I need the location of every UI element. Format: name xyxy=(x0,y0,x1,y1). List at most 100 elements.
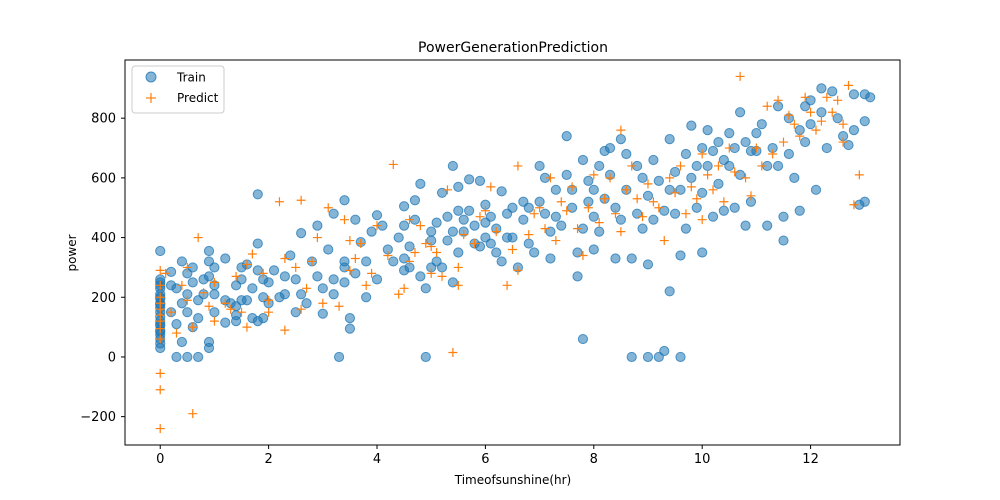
predict-point xyxy=(453,262,463,272)
train-point xyxy=(361,292,372,303)
predict-point xyxy=(280,325,290,335)
train-point xyxy=(301,298,312,309)
predict-point xyxy=(171,328,181,338)
train-point xyxy=(436,262,448,273)
train-point xyxy=(756,119,767,130)
predict-point xyxy=(350,253,360,263)
train-point xyxy=(686,172,697,183)
predict-point xyxy=(280,253,290,263)
predict-point xyxy=(247,249,257,259)
train-point xyxy=(713,178,724,189)
predict-point xyxy=(508,245,517,255)
train-point xyxy=(740,136,751,148)
y-tick-label: −200 xyxy=(80,410,116,425)
predict-point xyxy=(166,307,176,317)
predict-point xyxy=(291,262,301,272)
train-point xyxy=(567,202,578,213)
predict-point xyxy=(155,368,165,378)
train-point xyxy=(155,245,166,257)
predict-point xyxy=(833,95,843,105)
predict-point xyxy=(193,233,203,243)
train-point xyxy=(691,160,702,172)
legend-predict-label: Predict xyxy=(177,91,219,105)
train-point xyxy=(810,184,822,195)
train-point xyxy=(572,271,583,282)
train-point xyxy=(859,116,870,127)
predict-point xyxy=(410,248,420,257)
train-point xyxy=(572,247,583,258)
train-point xyxy=(550,184,561,195)
train-point xyxy=(442,235,453,246)
predict-point xyxy=(616,125,626,135)
train-point xyxy=(529,247,540,258)
train-point xyxy=(848,89,860,100)
predict-point xyxy=(654,203,664,213)
train-point xyxy=(426,226,437,237)
train-point xyxy=(328,274,339,285)
predict-point xyxy=(264,295,274,305)
train-point xyxy=(247,283,258,294)
train-point xyxy=(691,202,702,213)
predict-point xyxy=(307,256,317,266)
train-point xyxy=(561,169,572,181)
train-point xyxy=(366,226,377,237)
train-point xyxy=(805,119,816,130)
predict-point xyxy=(394,289,404,299)
predict-point xyxy=(480,206,490,216)
train-point xyxy=(751,128,762,139)
train-point xyxy=(436,187,448,198)
predict-point xyxy=(323,203,333,213)
train-point xyxy=(772,160,784,172)
predict-point xyxy=(676,161,686,171)
train-point xyxy=(583,175,594,186)
predict-point xyxy=(258,268,268,278)
x-tick-label: 10 xyxy=(694,452,711,467)
predict-point xyxy=(486,182,496,192)
predict-point xyxy=(551,236,561,246)
train-point xyxy=(176,336,188,348)
predict-point xyxy=(616,227,626,237)
predict-point xyxy=(264,307,274,317)
predict-point xyxy=(459,230,469,240)
train-point xyxy=(453,181,464,192)
predict-point xyxy=(713,161,723,171)
train-point xyxy=(518,214,529,225)
chart-title: PowerGenerationPrediction xyxy=(418,40,608,56)
train-point xyxy=(577,333,589,345)
train-point xyxy=(209,307,220,318)
train-point xyxy=(415,178,426,189)
x-axis-ticks: 0 2 4 6 8 10 12 xyxy=(156,445,819,467)
predict-point xyxy=(583,203,593,213)
train-point xyxy=(464,174,475,185)
train-point xyxy=(171,351,182,363)
train-point xyxy=(317,283,328,294)
train-point xyxy=(220,317,231,328)
y-tick-label: 400 xyxy=(91,231,116,246)
train-point xyxy=(507,202,518,213)
train-point xyxy=(724,128,735,139)
train-point xyxy=(182,307,193,318)
train-point xyxy=(252,189,263,200)
train-point xyxy=(312,220,323,231)
train-point xyxy=(848,125,860,136)
predict-point xyxy=(199,288,209,298)
train-point xyxy=(485,238,496,249)
train-point xyxy=(615,214,626,225)
train-point xyxy=(344,323,356,334)
train-point xyxy=(187,277,198,288)
legend-predict-marker xyxy=(146,93,156,103)
predict-point xyxy=(339,215,349,225)
train-point xyxy=(669,208,681,219)
train-point xyxy=(545,226,556,237)
train-point xyxy=(328,208,339,219)
predict-point xyxy=(470,239,480,249)
train-point xyxy=(713,136,724,148)
x-tick-label: 12 xyxy=(802,452,819,467)
train-point xyxy=(279,271,290,282)
train-point xyxy=(816,83,827,94)
train-point xyxy=(491,247,502,258)
train-point xyxy=(594,226,605,237)
train-point xyxy=(680,148,692,160)
train-point xyxy=(339,262,350,273)
predict-point xyxy=(155,424,165,434)
